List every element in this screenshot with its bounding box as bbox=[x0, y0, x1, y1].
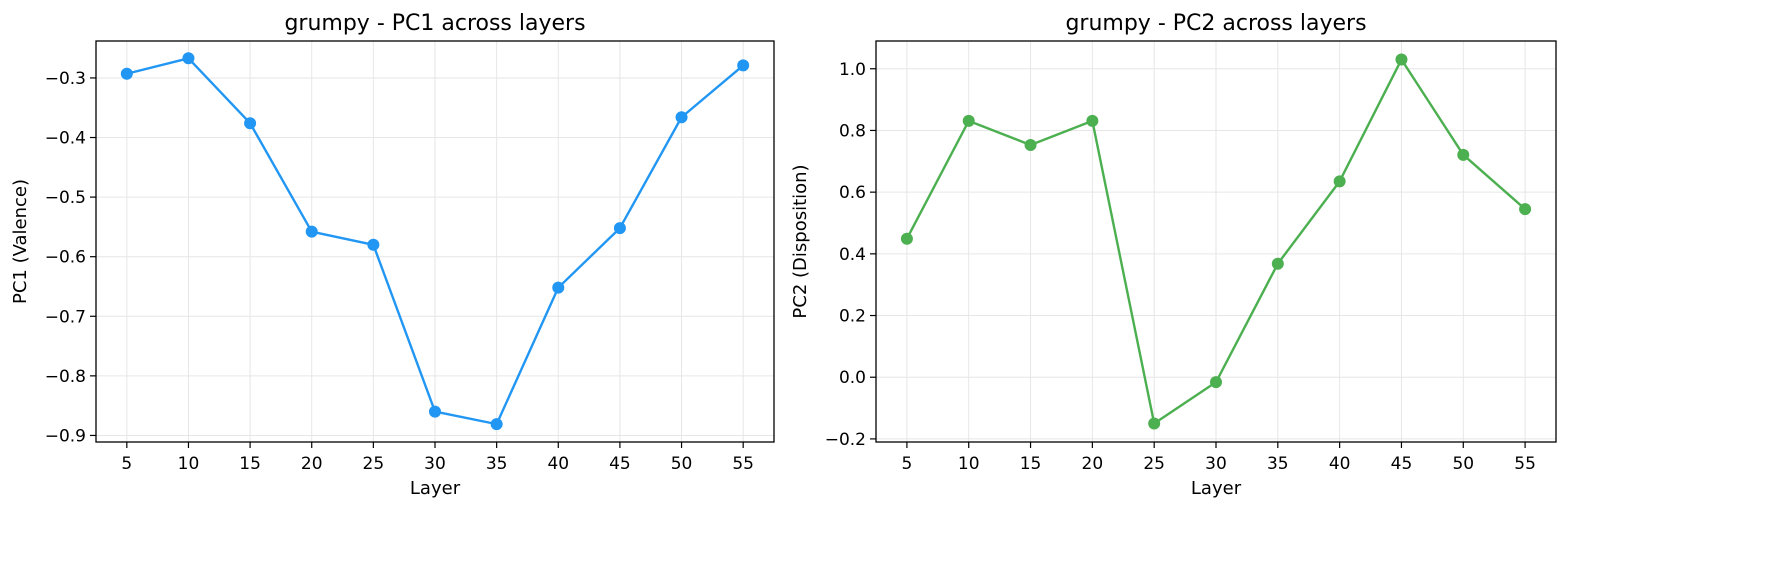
y-tick-label: −0.3 bbox=[45, 69, 86, 89]
data-point bbox=[1271, 257, 1284, 270]
data-point bbox=[1395, 53, 1408, 66]
y-tick-label: 0.2 bbox=[839, 307, 866, 327]
data-point bbox=[737, 59, 750, 72]
data-point bbox=[1148, 417, 1161, 430]
data-point bbox=[120, 67, 133, 80]
x-tick-label: 35 bbox=[486, 454, 508, 474]
x-tick-label: 55 bbox=[732, 454, 754, 474]
y-tick-label: −0.5 bbox=[45, 188, 86, 208]
data-point bbox=[900, 232, 913, 245]
x-tick-label: 15 bbox=[239, 454, 261, 474]
x-tick-label: 40 bbox=[547, 454, 569, 474]
x-tick-label: 35 bbox=[1267, 454, 1289, 474]
x-tick-label: 55 bbox=[1514, 454, 1536, 474]
data-point bbox=[1210, 376, 1222, 389]
chart-pc2: 5 10 15 20 25 30 35 40 45 50 55 −0.2 0.0 0.2 0.4 0.6 0.8… bbox=[790, 11, 1557, 499]
data-point bbox=[1024, 138, 1037, 151]
x-axis-label: Layer bbox=[410, 478, 461, 499]
data-point bbox=[1457, 148, 1470, 161]
x-tick-label: 40 bbox=[1329, 454, 1351, 474]
data-point bbox=[613, 222, 626, 235]
plot-frame bbox=[95, 40, 775, 443]
x-tick-label: 25 bbox=[1143, 454, 1165, 474]
x-tick-label: 20 bbox=[1082, 454, 1104, 474]
x-tick-label: 30 bbox=[1205, 454, 1227, 474]
x-tick-label: 10 bbox=[178, 454, 200, 474]
y-tick-label: −0.4 bbox=[45, 129, 86, 149]
x-tick-label: 30 bbox=[424, 454, 446, 474]
chart-title: grumpy - PC1 across layers bbox=[284, 11, 585, 36]
x-tick-label: 10 bbox=[958, 454, 980, 474]
data-point bbox=[490, 418, 503, 431]
data-point bbox=[305, 225, 318, 238]
chart-pc1: 5 10 15 20 25 30 35 40 45 50 55 −0.9 −0.8 −0.7 −0.6 −0.… bbox=[10, 11, 775, 499]
x-tick-label: 50 bbox=[671, 454, 693, 474]
data-point bbox=[367, 238, 380, 251]
x-axis-label: Layer bbox=[1191, 478, 1242, 499]
y-tick-label: 0.6 bbox=[839, 183, 866, 203]
y-tick-label: 1.0 bbox=[839, 60, 866, 80]
x-tick-label: 20 bbox=[301, 454, 323, 474]
x-tick-label: 25 bbox=[363, 454, 385, 474]
x-tick-label: 45 bbox=[609, 454, 631, 474]
y-tick-label: 0.0 bbox=[839, 368, 866, 388]
plot-frame bbox=[875, 40, 1557, 443]
y-axis-label: PC2 (Disposition) bbox=[790, 164, 811, 318]
y-tick-label: −0.9 bbox=[45, 426, 86, 446]
y-axis-label: PC1 (Valence) bbox=[10, 179, 31, 304]
data-point bbox=[1333, 175, 1346, 188]
data-point bbox=[182, 52, 195, 65]
data-point bbox=[244, 117, 257, 130]
x-tick-label: 15 bbox=[1020, 454, 1042, 474]
data-point bbox=[1086, 114, 1099, 127]
x-tick-label: 50 bbox=[1452, 454, 1474, 474]
y-tick-label: −0.8 bbox=[45, 367, 86, 387]
x-tick-label: 5 bbox=[121, 454, 132, 474]
y-tick-label: 0.8 bbox=[839, 121, 866, 141]
x-tick-label: 5 bbox=[901, 454, 912, 474]
y-tick-label: −0.7 bbox=[45, 307, 86, 327]
data-point bbox=[962, 114, 975, 127]
data-point bbox=[1519, 203, 1532, 216]
data-point bbox=[429, 405, 441, 418]
data-point bbox=[552, 281, 565, 294]
chart-title: grumpy - PC2 across layers bbox=[1065, 11, 1366, 36]
y-tick-label: −0.6 bbox=[45, 248, 86, 268]
y-tick-label: 0.4 bbox=[839, 245, 866, 265]
y-tick-label: −0.2 bbox=[825, 430, 866, 450]
x-tick-label: 45 bbox=[1391, 454, 1413, 474]
data-point bbox=[675, 111, 688, 124]
